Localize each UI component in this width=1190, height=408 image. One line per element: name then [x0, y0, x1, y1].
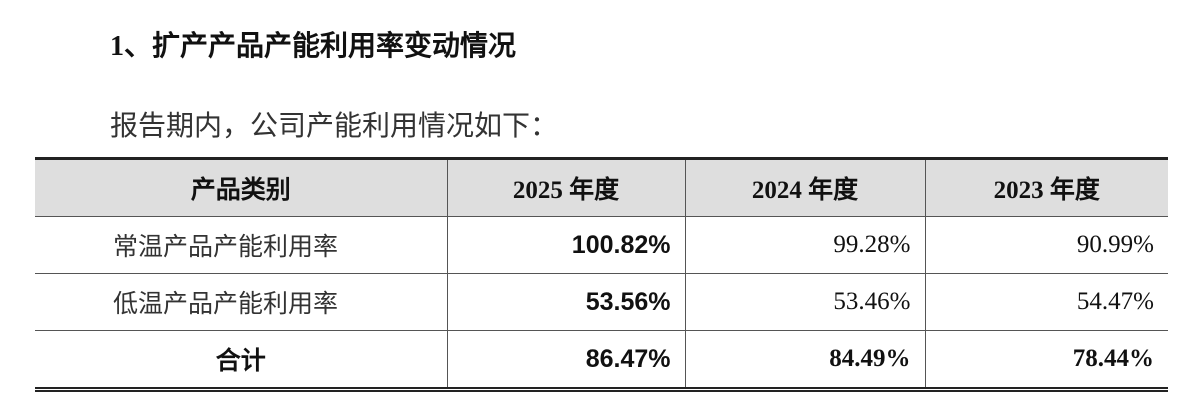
- cell: 54.47%: [924, 273, 1168, 331]
- capacity-table: 产品类别 2025 年度 2024 年度 2023 年度 常温产品产能利用率 1…: [35, 157, 1168, 392]
- cell: 90.99%: [924, 216, 1168, 274]
- intro: 报告期内，公司产能利用情况如下：: [110, 111, 559, 142]
- row-label: 常温产品产能利用率: [35, 216, 447, 274]
- table-row: 低温产品产能利用率 53.56% 53.46% 54.47%: [35, 273, 1168, 331]
- heading: 1、扩产产品产能利用率变动情况: [110, 31, 517, 62]
- header-cell: 产品类别: [35, 158, 447, 217]
- cell: 86.47%: [446, 330, 685, 390]
- cell: 99.28%: [684, 216, 925, 274]
- row-label: 低温产品产能利用率: [35, 273, 447, 331]
- cell: 53.56%: [446, 273, 685, 331]
- cell: 100.82%: [446, 216, 685, 274]
- cell: 78.44%: [924, 330, 1168, 390]
- table-row: 常温产品产能利用率 100.82% 99.28% 90.99%: [35, 216, 1168, 274]
- header-cell: 2024 年度: [684, 158, 925, 217]
- total-row: 合计 86.47% 84.49% 78.44%: [35, 330, 1168, 390]
- cell: 53.46%: [684, 273, 925, 331]
- cell: 84.49%: [684, 330, 925, 390]
- header-cell: 2025 年度: [446, 158, 685, 217]
- header-cell: 2023 年度: [924, 158, 1168, 217]
- header-row: 产品类别 2025 年度 2024 年度 2023 年度: [35, 158, 1168, 217]
- row-label: 合计: [215, 348, 266, 375]
